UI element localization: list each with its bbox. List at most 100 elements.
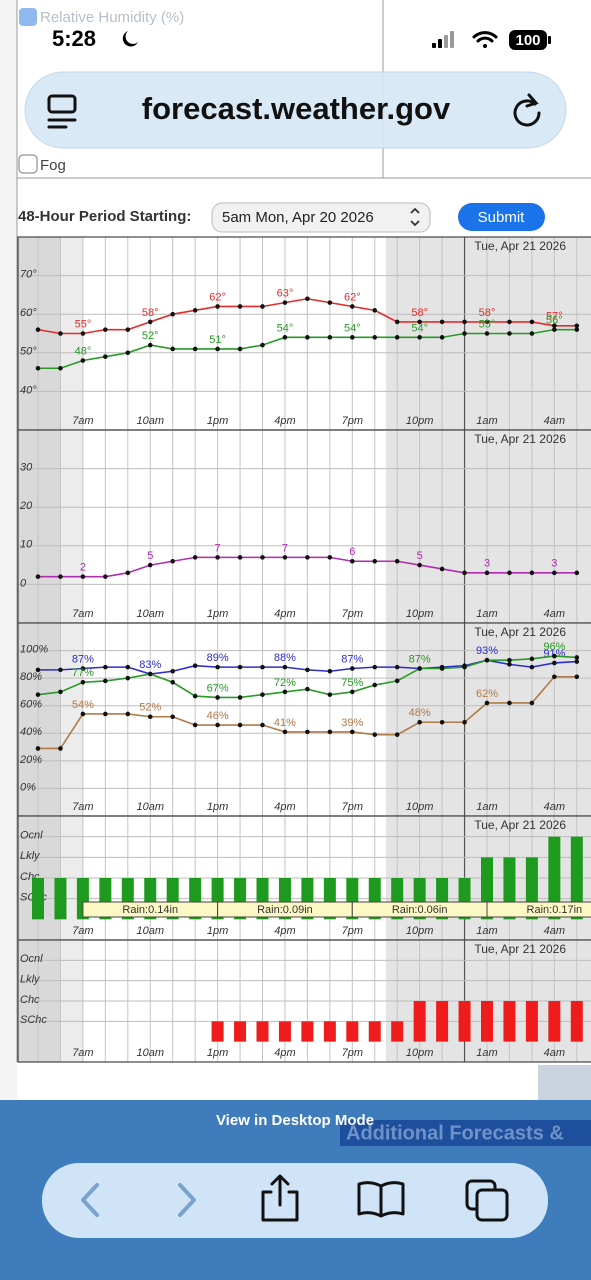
x-tick-label: 10am [136, 801, 164, 813]
value-label: 58° [142, 307, 159, 319]
value-label: 52% [139, 702, 161, 714]
data-point [58, 746, 63, 751]
bar [548, 1001, 561, 1042]
checkbox[interactable] [18, 154, 38, 174]
data-point [192, 555, 198, 560]
reload-icon[interactable] [513, 93, 541, 127]
value-label: 52° [142, 330, 159, 342]
data-point [237, 555, 243, 560]
data-point [462, 331, 467, 336]
data-point [35, 365, 41, 371]
data-point [237, 664, 243, 670]
data-point [215, 695, 220, 700]
x-tick-label: 10am [136, 925, 164, 937]
data-point [35, 692, 41, 697]
data-point [35, 574, 41, 579]
y-tick-label: 30 [20, 462, 33, 474]
share-button[interactable] [261, 1174, 299, 1222]
url[interactable]: forecast.weather.gov [142, 91, 451, 126]
bar [525, 1001, 538, 1042]
data-point [462, 319, 467, 325]
data-point [439, 719, 445, 725]
bar [391, 1021, 404, 1042]
bar [368, 1021, 381, 1042]
bookmarks-button[interactable] [357, 1181, 405, 1218]
data-point [58, 689, 63, 695]
data-point [305, 729, 310, 735]
forward-button[interactable] [178, 1183, 196, 1217]
value-label: 7 [215, 542, 221, 554]
status-time: 5:28 [52, 26, 96, 51]
data-point [58, 365, 63, 371]
data-point [147, 319, 153, 325]
data-point [103, 711, 108, 717]
value-label: 3 [551, 558, 557, 570]
data-point [552, 653, 557, 659]
x-tick-label: 1pm [207, 801, 228, 813]
y-tick-label: Lkly [20, 974, 41, 986]
toolbar [42, 1163, 548, 1238]
x-tick-label: 4am [544, 1047, 565, 1059]
submit-button[interactable] [458, 203, 545, 231]
data-point [350, 689, 355, 695]
data-point [372, 682, 378, 688]
y-tick-label: SChc [20, 1014, 47, 1026]
data-point [507, 700, 512, 706]
x-tick-label: 7am [72, 608, 93, 620]
x-tick-label: 7pm [342, 925, 363, 937]
data-point [58, 667, 63, 673]
y-tick-label: Ocnl [20, 953, 43, 965]
night-shade [385, 430, 591, 623]
bar [211, 1021, 224, 1042]
data-point [507, 570, 512, 576]
data-point [529, 331, 535, 336]
data-point [507, 657, 512, 663]
submit-label[interactable]: Submit [478, 209, 526, 226]
address-bar[interactable] [24, 71, 567, 149]
data-point [170, 311, 175, 317]
data-point [305, 335, 310, 340]
reader-icon[interactable] [47, 94, 77, 129]
data-point [574, 655, 580, 660]
value-label: 57° [546, 311, 563, 323]
bar [570, 1001, 583, 1042]
data-point [484, 570, 490, 576]
x-tick-label: 4am [544, 925, 565, 937]
data-point [552, 323, 557, 329]
date-label: Tue, Apr 21 2026 [474, 625, 566, 639]
value-label: 54° [277, 322, 294, 334]
data-point [372, 335, 378, 340]
data-point [35, 667, 41, 673]
period-select-value[interactable]: 5am Mon, Apr 20 2026 [222, 209, 374, 226]
value-label: 62% [476, 688, 498, 700]
value-label: 75% [341, 677, 363, 689]
rain-amount: Rain:0.09in [257, 904, 313, 916]
value-label: 5 [417, 550, 423, 562]
data-point [125, 350, 131, 356]
back-button[interactable] [81, 1183, 99, 1217]
bar [458, 1001, 471, 1042]
y-tick-label: 60° [20, 307, 37, 319]
value-label: 55° [75, 318, 92, 330]
x-tick-label: 10pm [406, 608, 434, 620]
period-select[interactable] [211, 202, 431, 233]
x-tick-label: 4pm [274, 608, 295, 620]
data-point [439, 666, 445, 671]
value-label: 7 [282, 542, 288, 554]
select-arrows [410, 207, 420, 227]
section-header [340, 1120, 591, 1146]
x-tick-label: 1pm [207, 608, 228, 620]
checkbox[interactable] [19, 8, 37, 26]
data-point [260, 342, 265, 348]
desktop-mode-link[interactable]: View in Desktop Mode [216, 1112, 374, 1129]
twilight-shade [60, 430, 83, 623]
data-point [350, 335, 355, 340]
y-tick-label: 80% [20, 671, 42, 683]
data-point [507, 319, 512, 325]
data-point [260, 304, 265, 309]
data-point [327, 668, 333, 674]
tabs-button[interactable] [465, 1179, 509, 1222]
data-point [282, 729, 288, 735]
